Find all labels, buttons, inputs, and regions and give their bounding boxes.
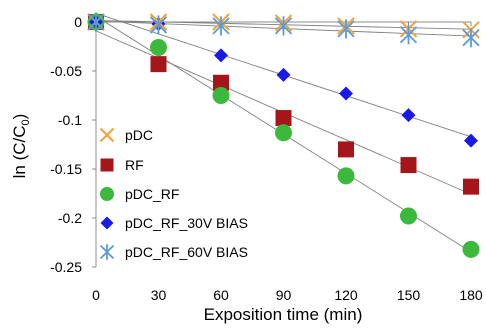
y-axis-title: ln (C/C0) [10,114,32,179]
data-point [149,15,168,35]
data-point [400,207,417,225]
legend-item: pDC [99,127,153,143]
data-point [275,124,292,142]
y-tick-label: 0 [74,14,82,30]
legend-label: pDC_RF_30V BIAS [125,215,248,231]
data-point [337,167,355,185]
x-tick-label: 90 [276,287,292,303]
legend-marker [100,216,114,230]
data-point [150,38,167,56]
data-point [401,108,416,123]
legend: pDC RF pDC_RF pDC_RF_30V BIAS pDC_RF_60V BIA… [99,127,248,260]
x-tick-label: 30 [151,287,167,303]
legend-marker [100,187,114,201]
legend-item: RF [100,157,144,173]
data-point [150,56,167,73]
y-tick-label: -0.05 [50,63,82,79]
x-tick-label: 60 [213,287,229,303]
data-point [87,12,105,32]
data-point [400,157,417,174]
legend-marker [99,244,115,260]
data-point [463,178,479,195]
data-point [212,87,230,104]
y-tick-label: -0.2 [58,210,82,226]
data-point [276,67,291,82]
data-point [462,240,480,258]
y-tick-label: -0.15 [50,161,82,177]
data-point [338,141,354,158]
x-tick-label: 180 [459,287,483,303]
legend-label: pDC_RF [125,186,179,202]
data-point [337,19,355,39]
data-point [339,86,353,101]
x-tick-label: 0 [92,287,100,303]
data-point [462,28,480,48]
data-point [464,133,478,148]
legend-marker [99,127,115,143]
data-point [274,16,293,36]
x-tick-label: 120 [334,287,358,303]
legend-label: pDC [125,127,153,143]
data-point [213,74,229,91]
data-point [212,16,230,36]
legend-item: pDC_RF_60V BIAS [99,244,248,260]
legend-marker [100,158,114,172]
x-tick-label: 150 [397,287,421,303]
legend-label: pDC_RF_60V BIAS [125,244,248,260]
legend-item: pDC_RF [100,186,179,202]
legend-item: pDC_RF_30V BIAS [100,215,248,231]
x-axis-title: Exposition time (min) [204,305,363,324]
data-point [275,110,292,127]
y-tick-label: -0.1 [58,112,82,128]
data-point [399,25,418,45]
y-tick-label: -0.25 [50,259,82,275]
legend-label: RF [125,157,144,173]
data-point [214,48,228,63]
